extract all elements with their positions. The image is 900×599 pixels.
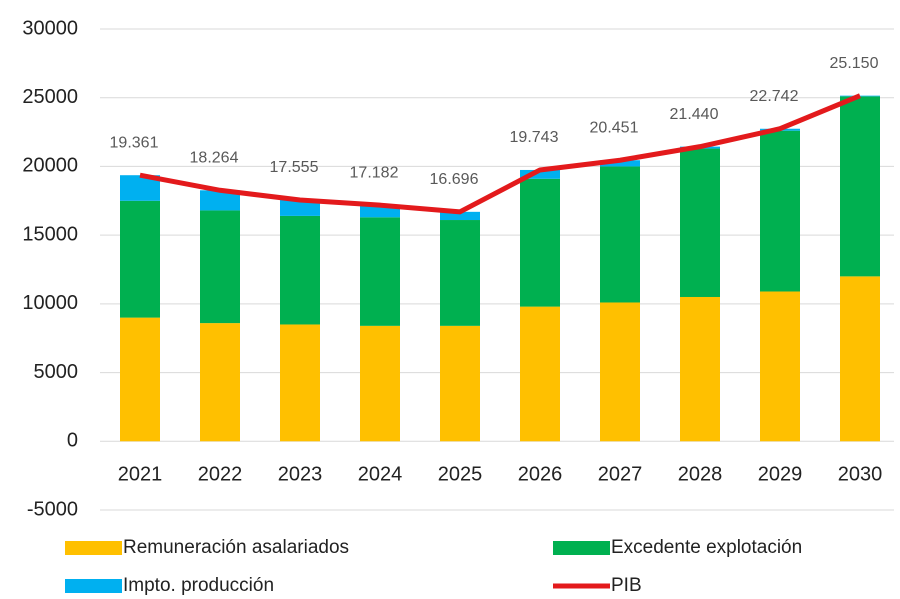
bar-segment — [600, 302, 640, 442]
y-tick-label: 30000 — [22, 17, 78, 39]
bar-segment — [600, 166, 640, 303]
legend-swatch — [65, 541, 122, 555]
data-label: 20.451 — [590, 119, 639, 136]
bar-segment — [440, 211, 480, 221]
data-label: 17.182 — [350, 164, 399, 181]
bar-segment — [840, 276, 880, 442]
bar-segment — [120, 200, 160, 318]
bar-segment — [280, 324, 320, 442]
bar-segment — [280, 200, 320, 216]
bar-segment — [840, 96, 880, 277]
y-tick-label: 10000 — [22, 292, 78, 314]
y-tick-label: 5000 — [34, 361, 79, 383]
bar-segment — [280, 215, 320, 325]
legend-swatch — [553, 541, 610, 555]
bar-segment — [200, 190, 240, 211]
data-label: 22.742 — [750, 88, 799, 105]
x-tick-label: 2028 — [678, 464, 723, 486]
x-tick-label: 2021 — [118, 464, 163, 486]
bar-segment — [520, 306, 560, 442]
x-tick-label: 2029 — [758, 464, 803, 486]
data-label: 21.440 — [670, 106, 719, 123]
y-tick-label: -5000 — [27, 498, 78, 520]
x-tick-label: 2026 — [518, 464, 563, 486]
bar-segment — [120, 317, 160, 442]
bar-segment — [680, 296, 720, 442]
x-tick-label: 2027 — [598, 464, 643, 486]
data-label: 25.150 — [830, 55, 879, 72]
bar-segment — [760, 291, 800, 442]
bar-segment — [200, 210, 240, 324]
bar-segment — [440, 325, 480, 442]
bar-segment — [520, 169, 560, 179]
data-label: 19.361 — [110, 134, 159, 151]
legend-label: PIB — [611, 575, 642, 596]
data-label: 17.555 — [270, 159, 319, 176]
line — [139, 93, 861, 215]
y-tick-label: 0 — [67, 430, 78, 452]
legend-label: Remuneración asalariados — [123, 537, 349, 558]
y-tick-label: 20000 — [22, 155, 78, 177]
legend-label: Impto. producción — [123, 575, 274, 596]
bar-segment — [680, 148, 720, 297]
x-tick-label: 2023 — [278, 464, 323, 486]
bar-segment — [600, 160, 640, 167]
data-label: 18.264 — [190, 150, 239, 167]
bar-segment — [360, 325, 400, 442]
data-label: 16.696 — [430, 171, 479, 188]
x-tick-label: 2025 — [438, 464, 483, 486]
legend-swatch — [65, 579, 122, 593]
y-tick-label: 25000 — [22, 86, 78, 108]
bar-segment — [520, 178, 560, 307]
bar-segment — [200, 323, 240, 442]
data-label: 19.743 — [510, 129, 559, 146]
bar-segment — [440, 220, 480, 326]
bar-segment — [360, 217, 400, 326]
y-tick-label: 15000 — [22, 223, 78, 245]
x-tick-label: 2024 — [358, 464, 403, 486]
legend-label: Excedente explotación — [611, 537, 802, 558]
x-tick-label: 2030 — [838, 464, 883, 486]
x-tick-label: 2022 — [198, 464, 243, 486]
bar-segment — [760, 130, 800, 292]
